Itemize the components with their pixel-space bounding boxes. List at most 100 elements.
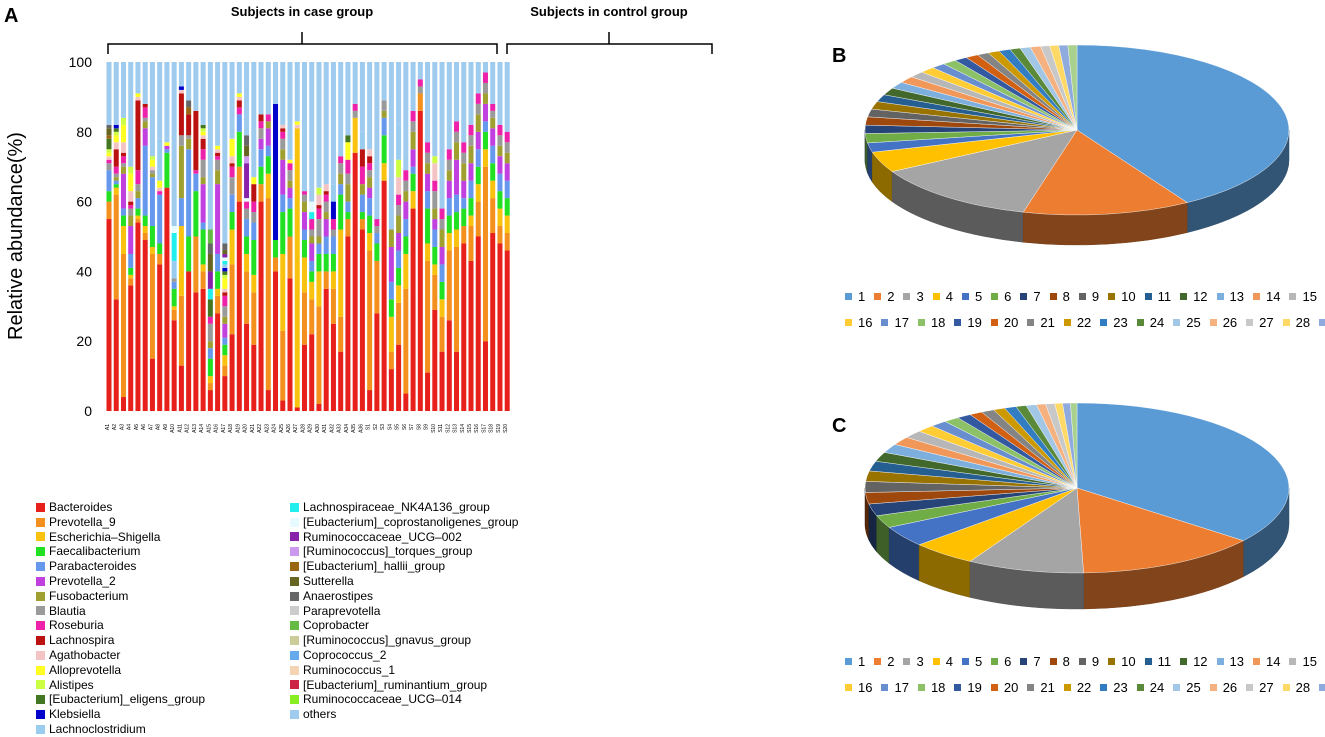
bar-segment: [150, 247, 155, 254]
bar-segment: [324, 219, 329, 236]
bar-segment: [476, 167, 481, 184]
bar-segment: [302, 212, 307, 229]
pie-legend-label: 13: [1230, 289, 1244, 304]
bar-segment: [476, 104, 481, 114]
x-tick-label: A35: [351, 424, 357, 433]
legend-item: Alloprevotella: [36, 663, 205, 678]
bar-segment: [244, 156, 249, 163]
bar-segment: [230, 156, 235, 163]
bar-segment-others: [331, 62, 336, 184]
bar-segment: [483, 72, 488, 82]
legend-swatch: [290, 562, 299, 571]
bar-segment: [215, 170, 220, 184]
bar-segment: [121, 156, 126, 163]
y-tick-label: 40: [76, 263, 92, 279]
x-tick-label: A36: [358, 424, 364, 433]
pie-legend-swatch: [1064, 319, 1071, 326]
pie-legend-swatch: [1050, 658, 1057, 665]
bar-segment: [107, 139, 112, 149]
bar-segment-others: [353, 62, 358, 104]
bar-A27: [295, 62, 300, 411]
legend-item: Coprococcus_2: [290, 648, 518, 663]
bar-segment: [469, 146, 474, 163]
legend-label: [Ruminococcus]_torques_group: [303, 544, 472, 559]
pie-legend-swatch: [874, 658, 881, 665]
pie-legend-swatch: [962, 293, 969, 300]
bar-segment: [237, 107, 242, 114]
pie-chart-b: [865, 45, 1289, 245]
bar-segment: [266, 121, 271, 128]
bar-segment-others: [280, 62, 285, 125]
bar-segment: [302, 195, 307, 202]
x-tick-label: S1: [366, 424, 372, 430]
bar-segment: [237, 132, 242, 167]
bar-segment: [179, 366, 184, 411]
bar-segment: [230, 195, 235, 212]
bar-segment: [208, 299, 213, 316]
bar-segment: [396, 285, 401, 302]
bar-segment: [396, 345, 401, 411]
legend-item: [Eubacterium]_hallii_group: [290, 559, 518, 574]
bar-segment: [309, 282, 314, 299]
bar-segment: [432, 163, 437, 180]
bar-segment: [135, 184, 140, 191]
bar-segment: [324, 237, 329, 254]
bar-segment-others: [121, 62, 126, 114]
pie-legend-swatch: [903, 658, 910, 665]
bar-segment: [186, 149, 191, 236]
pie-legend-swatch: [1027, 319, 1034, 326]
bar-segment: [403, 254, 408, 289]
bar-S13: [454, 62, 459, 411]
bar-segment: [367, 177, 372, 187]
bar-segment: [201, 132, 206, 135]
legend-label: [Eubacterium]_ruminantium_group: [303, 678, 487, 693]
legend-item: Prevotella_2: [36, 574, 205, 589]
x-tick-label: A3: [119, 424, 125, 430]
bar-segment: [251, 240, 256, 275]
bar-segment: [143, 226, 148, 233]
bar-segment: [244, 219, 249, 236]
bar-segment: [107, 128, 112, 135]
bar-segment: [259, 167, 264, 184]
bar-segment: [208, 324, 213, 341]
bar-segment: [107, 219, 112, 411]
bar-segment-others: [374, 62, 379, 219]
pie-legend-swatch: [1137, 684, 1144, 691]
bar-segment-others: [469, 62, 474, 125]
bar-segment: [107, 149, 112, 152]
bar-segment-others: [266, 62, 271, 114]
pie-legend-label: 26: [1223, 315, 1237, 330]
y-tick-label: 0: [84, 403, 92, 419]
bar-segment: [208, 243, 213, 253]
legend-label: Klebsiella: [49, 707, 100, 722]
bar-segment: [396, 195, 401, 205]
bar-segment: [447, 216, 452, 233]
bar-segment: [186, 107, 191, 114]
x-tick-label: A23: [264, 424, 270, 433]
bar-segment: [454, 247, 459, 352]
bar-segment: [454, 212, 459, 229]
bar-segment: [201, 223, 206, 230]
legend-swatch: [290, 606, 299, 615]
bar-segment: [172, 310, 177, 320]
bar-segment: [396, 233, 401, 250]
legend-item: [Ruminococcus]_gnavus_group: [290, 633, 518, 648]
bar-segment: [396, 205, 401, 215]
bar-segment: [345, 219, 350, 236]
bar-segment: [266, 390, 271, 411]
bar-segment: [316, 195, 321, 205]
bar-segment: [309, 299, 314, 334]
bar-segment: [121, 142, 126, 152]
pie-legend-label: 1: [858, 289, 865, 304]
bar-segment: [309, 237, 314, 244]
pie-legend-label: 17: [894, 315, 908, 330]
bar-segment-others: [237, 62, 242, 93]
legend-item: Lachnoclostridium: [36, 722, 205, 737]
x-tick-label: A8: [156, 424, 162, 430]
bar-segment: [193, 170, 198, 173]
bar-segment: [164, 188, 169, 411]
bar-segment-others: [135, 62, 140, 90]
